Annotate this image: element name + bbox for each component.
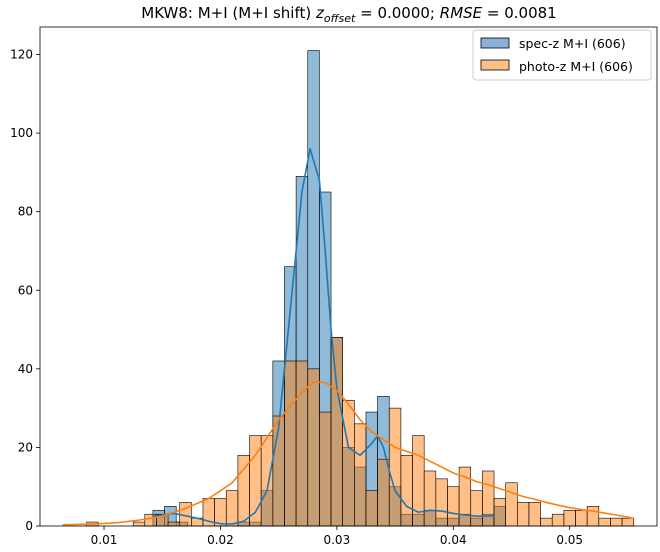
title-z-value: = 0.0000; [355,4,439,22]
y-tick-label: 100 [10,126,33,140]
x-tick-label: 0.02 [207,533,234,547]
bar-photo-z [225,490,239,527]
legend: spec-z M+I (606) photo-z M+I (606) [472,29,652,81]
bar-photo-z [237,454,250,527]
bar-photo-z [621,517,635,527]
bar-photo-z [516,502,530,527]
chart-title: MKW8: M+I (M+I shift) zoffset = 0.0000; … [141,4,556,25]
bar-photo-z [528,502,541,527]
legend-frame [472,29,652,81]
bar-photo-z [388,407,402,527]
x-tick-label: 0.03 [323,533,350,547]
legend-label-photo-z: photo-z M+I (606) [519,59,633,74]
legend-swatch-photo-z [480,59,510,71]
bar-photo-z [598,517,611,527]
bar-photo-z [505,482,518,527]
bar-photo-z [551,513,565,527]
bar-photo-z [132,521,146,527]
x-tick-label: 0.04 [440,533,467,547]
bar-photo-z [423,470,437,527]
legend-label-spec-z: spec-z M+I (606) [519,36,626,51]
bar-photo-z [400,454,413,527]
kde-line-photo-z [62,381,635,526]
bar-photo-z [377,458,390,527]
bar-photo-z [319,411,332,527]
y-tick-label: 40 [18,362,33,376]
bar-photo-z [493,498,506,527]
y-tick-label: 20 [18,440,33,454]
bar-photo-z [482,470,495,527]
bar-photo-z [563,509,576,527]
bar-photo-z [307,368,320,527]
bar-photo-z [470,490,483,527]
bar-photo-z [342,399,355,527]
bar-photo-z [540,517,553,527]
plot-area [62,50,635,527]
kde-line-spec-z [152,148,495,525]
legend-swatch-spec-z [480,37,510,49]
bar-photo-z [447,486,460,527]
axes-frame [39,26,658,527]
bar-photo-z [260,435,274,527]
bar-photo-z [284,360,297,527]
title-z-subscript: offset [324,12,356,25]
title-z-symbol: z [315,4,325,22]
bar-photo-z [167,521,180,527]
axes: 0.01 0.02 0.03 0.04 0.05 0 20 40 60 80 100 120 [10,26,658,547]
y-tick-label: 60 [18,283,33,297]
bar-photo-z [295,360,309,527]
title-prefix: MKW8: M+I (M+I shift) [141,4,316,22]
x-tick-label: 0.01 [91,533,118,547]
title-rmse-symbol: RMSE [440,4,483,22]
y-tick-label: 0 [25,519,33,533]
bar-photo-z [610,517,623,527]
title-rmse-value: = 0.0081 [482,4,557,22]
bar-photo-z [330,337,343,527]
bar-photo-z [272,415,285,527]
bar-photo-z [354,423,367,527]
bar-photo-z [365,490,378,527]
y-tick-label: 120 [10,48,33,62]
x-tick-label: 0.05 [556,533,583,547]
bar-photo-z [575,509,588,527]
y-tick-label: 80 [18,205,33,219]
bar-photo-z [435,478,448,527]
bar-photo-z [586,506,600,527]
bar-photo-z [214,498,227,527]
